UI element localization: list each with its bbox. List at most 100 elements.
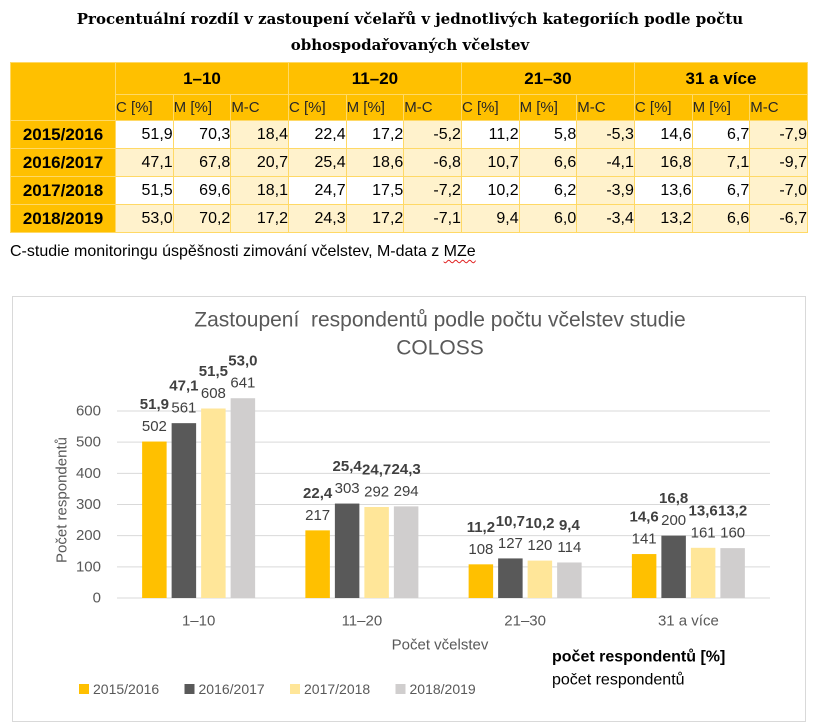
table-subheader: M [%] — [518, 94, 578, 121]
legend-swatch — [395, 684, 406, 694]
table-title: Procentuální rozdíl v zastoupení včelařů… — [0, 6, 820, 58]
table-subheader: C [%] — [287, 94, 347, 121]
bar — [201, 408, 226, 598]
data-label-percent: 13,6 — [689, 502, 718, 519]
y-tick-label: 100 — [76, 558, 101, 575]
x-category-label: 31 a více — [658, 613, 719, 630]
data-label-count: 141 — [632, 531, 657, 548]
x-category-label: 1–10 — [182, 613, 215, 630]
table-row: 2018/2019 53,0 70,2 17,2 24,3 17,2 -7,1 9,4 6,0-… — [10, 204, 808, 233]
data-label-percent: 10,2 — [525, 515, 554, 532]
data-label-count: 160 — [720, 525, 745, 542]
value-cell: 51,5 — [115, 176, 174, 205]
value-cell: 6,0 — [518, 204, 578, 233]
table-subheader: C [%] — [460, 94, 520, 121]
table-header-row-subheaders: C [%] M [%] M-C C [%] M [%] M-C C [%] M [%] M-C C… — [11, 94, 808, 121]
data-label-count: 120 — [527, 537, 552, 554]
value-cell: 11,2 — [460, 120, 520, 149]
year-cell: 2016/2017 — [10, 148, 116, 177]
y-tick-label: 0 — [93, 590, 101, 607]
table-subheader: M-C — [749, 94, 808, 121]
value-cell: 13,2 — [633, 204, 693, 233]
bar — [393, 506, 419, 598]
data-label-percent: 13,2 — [718, 503, 747, 520]
value-cell: 53,0 — [115, 204, 174, 233]
bar — [720, 548, 745, 598]
table-subheader: M [%] — [691, 94, 751, 121]
value-cell: -7,0 — [749, 176, 808, 205]
data-label-percent: 16,8 — [659, 490, 688, 507]
value-cell: 17,2 — [230, 204, 289, 233]
value-cell: 14,6 — [633, 120, 693, 149]
legend-swatch — [290, 684, 300, 694]
year-cell: 2017/2018 — [10, 176, 116, 205]
table-title-line-1: Procentuální rozdíl v zastoupení včelařů… — [76, 10, 744, 28]
value-cell: 70,3 — [172, 120, 232, 149]
data-label-count: 114 — [557, 539, 581, 556]
table-group-header: 11–20 — [287, 62, 462, 95]
value-cell: 18,6 — [345, 148, 405, 177]
table-row: 2016/2017 47,1 67,8 20,7 25,4 18,6 -6,8 10,7 6,6… — [10, 148, 808, 177]
bar — [690, 547, 716, 598]
value-cell: 47,1 — [115, 148, 174, 177]
x-category-label: 21–30 — [504, 613, 546, 630]
data-label-count: 217 — [305, 507, 330, 524]
value-cell: 18,1 — [230, 176, 289, 205]
table-footnote: C-studie monitoringu úspěšnosti zimování… — [10, 241, 476, 263]
table-header: 1–10 11–20 21–30 31 a více C [%] M [%] M-C C [%… — [10, 62, 809, 121]
legend-label: 2015/2016 — [93, 681, 159, 697]
table-row: 2017/2018 51,5 69,6 18,1 24,7 17,5 -7,2 10,2 6,2… — [10, 176, 808, 205]
value-cell: 5,8 — [518, 120, 578, 149]
value-cell: 17,5 — [345, 176, 405, 205]
value-cell: 6,6 — [691, 204, 751, 233]
table-subheader: M-C — [230, 94, 289, 121]
bar — [334, 503, 360, 598]
value-cell: 6,2 — [518, 176, 578, 205]
value-cell: 16,8 — [633, 148, 693, 177]
data-label-percent: 51,9 — [140, 396, 169, 413]
y-tick-label: 500 — [76, 434, 101, 451]
value-cell: 24,3 — [287, 204, 347, 233]
table-title-line-2: obhospodařovaných včelstev — [290, 36, 530, 54]
value-cell: 10,7 — [460, 148, 520, 177]
value-cell: 17,2 — [345, 120, 405, 149]
year-cell: 2015/2016 — [10, 120, 116, 149]
data-label-percent: 11,2 — [467, 519, 495, 536]
table-subheader: M [%] — [172, 94, 232, 121]
value-cell: 24,7 — [287, 176, 347, 205]
data-label-count: 294 — [394, 483, 419, 500]
y-tick-label: 600 — [76, 403, 101, 420]
label-key-percent: počet respondentů [%] — [552, 649, 725, 666]
data-label-count: 161 — [691, 524, 716, 541]
footnote-flagged-word: MZe — [443, 243, 476, 260]
value-cell: -9,7 — [749, 148, 808, 177]
value-cell: 51,9 — [115, 120, 174, 149]
data-label-count: 303 — [335, 480, 360, 497]
value-cell: -7,1 — [403, 204, 462, 233]
data-label-percent: 51,5 — [199, 363, 228, 380]
value-cell: -3,4 — [576, 204, 635, 233]
value-cell: 69,6 — [172, 176, 232, 205]
table-group-header: 31 a více — [633, 62, 809, 95]
value-cell: -5,2 — [403, 120, 462, 149]
table-subheader: C [%] — [115, 94, 174, 121]
value-cell: 22,4 — [287, 120, 347, 149]
table-subheader: C [%] — [633, 94, 693, 121]
bar — [527, 560, 553, 598]
value-cell: -3,9 — [576, 176, 635, 205]
value-cell: -5,3 — [576, 120, 635, 149]
value-cell: 10,2 — [460, 176, 520, 205]
value-cell: 25,4 — [287, 148, 347, 177]
table-body: 2015/2016 51,9 70,3 18,4 22,4 17,2 -5,2 11,2 5,8… — [10, 120, 808, 233]
bar — [661, 535, 686, 598]
table-subheader: M [%] — [345, 94, 405, 121]
data-label-percent: 47,1 — [169, 378, 198, 395]
legend-label: 2018/2019 — [410, 681, 476, 697]
data-label-percent: 14,6 — [630, 509, 659, 526]
bar — [468, 564, 494, 598]
value-cell: 9,4 — [460, 204, 520, 233]
value-cell: 6,7 — [691, 176, 751, 205]
bar-chart: Zastoupení respondentů podle počtu včels… — [54, 309, 770, 697]
value-cell: 18,4 — [230, 120, 289, 149]
value-cell: -4,1 — [576, 148, 635, 177]
